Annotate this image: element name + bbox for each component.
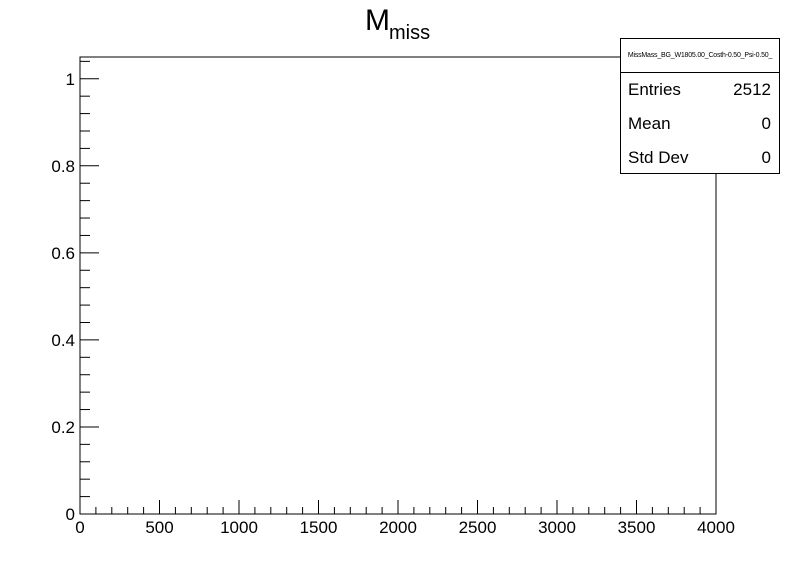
x-tick-label: 1500 [300, 518, 338, 537]
x-tick-label: 2000 [379, 518, 417, 537]
y-tick-label: 0.8 [51, 157, 75, 176]
y-tick-label: 0.6 [51, 244, 75, 263]
stats-label: Entries [628, 80, 681, 99]
stats-histogram-name: MissMass_BG_W1805.00_Costh-0.50_Psi-0.50… [621, 39, 779, 73]
chart-title: M [365, 4, 390, 37]
stats-row-std-dev: Std Dev 0 [621, 141, 779, 175]
y-tick-label: 0 [66, 505, 75, 524]
y-tick-label: 0.2 [51, 418, 75, 437]
stats-label: Mean [628, 114, 671, 133]
y-tick-label: 1 [66, 70, 75, 89]
x-tick-label: 4000 [697, 518, 735, 537]
x-tick-label: 2500 [459, 518, 497, 537]
chart-title-subscript: miss [389, 22, 430, 44]
stats-value: 0 [761, 114, 771, 133]
stats-row-mean: Mean 0 [621, 107, 779, 141]
x-tick-label: 0 [75, 518, 84, 537]
stats-value: 0 [761, 148, 771, 167]
stats-label: Std Dev [628, 148, 689, 167]
x-tick-label: 500 [145, 518, 173, 537]
x-tick-label: 3500 [618, 518, 656, 537]
axis-ticks: 0 500 1000 1500 2000 2500 3000 3500 4000 0 0.2 0.4 0… [51, 60, 735, 537]
stats-box: MissMass_BG_W1805.00_Costh-0.50_Psi-0.50… [620, 38, 780, 174]
stats-row-entries: Entries 2512 [621, 73, 779, 107]
x-tick-label: 3000 [538, 518, 576, 537]
y-tick-label: 0.4 [51, 331, 75, 350]
stats-value: 2512 [733, 80, 771, 99]
x-tick-label: 1000 [220, 518, 258, 537]
